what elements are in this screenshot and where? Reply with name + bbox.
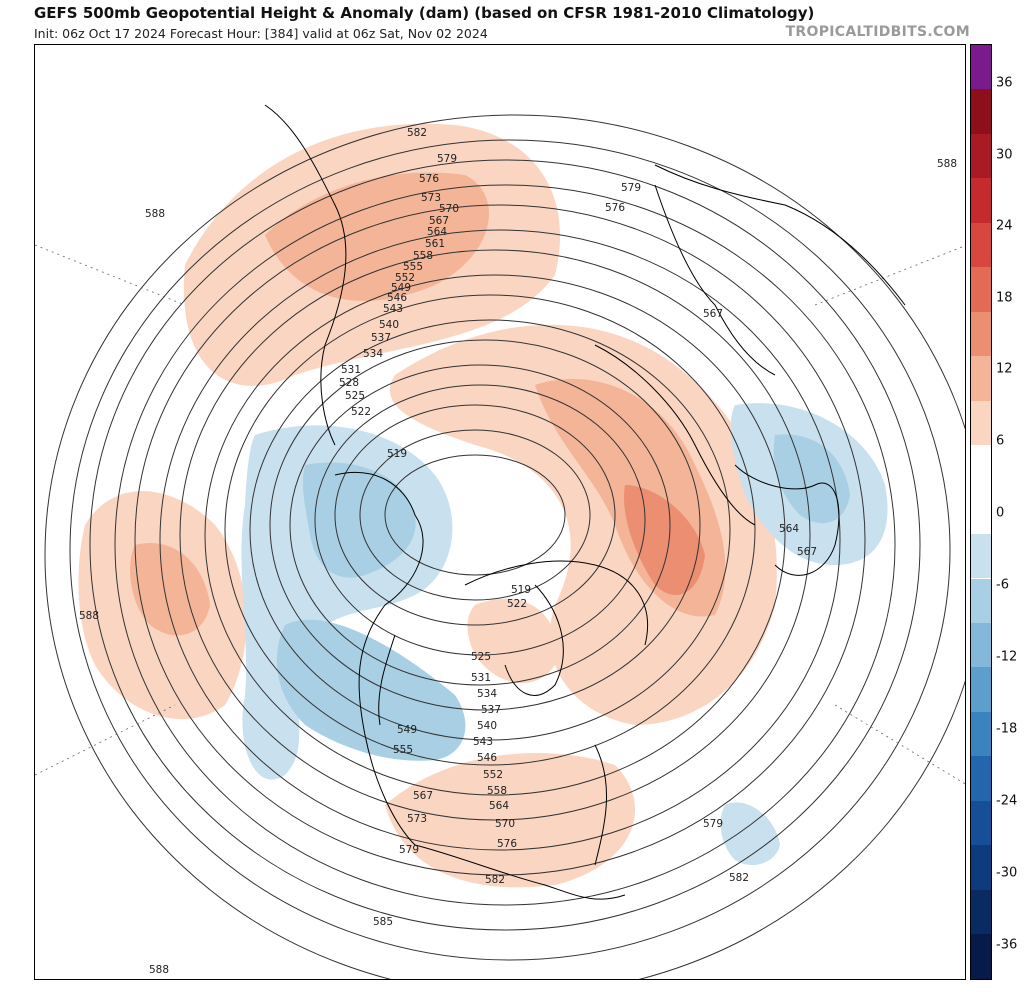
contour-label: 588 — [937, 158, 957, 170]
chart-title: GEFS 500mb Geopotential Height & Anomaly… — [34, 4, 815, 22]
colorbar-segment — [971, 667, 991, 712]
colorbar-segment — [971, 889, 991, 935]
contour-label: 540 — [379, 319, 399, 331]
contour-label: 588 — [79, 610, 99, 622]
colorbar-segment — [971, 445, 991, 535]
colorbar-segment — [971, 311, 991, 357]
contour-label: 579 — [399, 844, 419, 856]
contour-label: 531 — [471, 672, 491, 684]
contour-label: 531 — [341, 364, 361, 376]
chart-subtitle: Init: 06z Oct 17 2024 Forecast Hour: [38… — [34, 26, 488, 41]
contour-label: 525 — [471, 651, 491, 663]
colorbar-segment — [971, 622, 991, 668]
colorbar-tick: -30 — [996, 865, 1018, 881]
brand-watermark[interactable]: TROPICALTIDBITS.COM — [785, 24, 970, 40]
colorbar-segment — [971, 711, 991, 757]
contour-label: 582 — [729, 872, 749, 884]
contour-label: 564 — [779, 523, 799, 535]
contour-label: 552 — [483, 769, 503, 781]
contour-label: 582 — [485, 874, 505, 886]
colorbar-segment — [971, 356, 991, 401]
contour-label: 567 — [429, 215, 449, 227]
colorbar-tick: 12 — [996, 361, 1013, 377]
contour-label: 570 — [439, 203, 459, 215]
colorbar-tick: 18 — [996, 290, 1013, 306]
colorbar-tick: 24 — [996, 218, 1013, 234]
colorbar-segment — [971, 800, 991, 846]
colorbar-tick: 30 — [996, 147, 1013, 163]
contour-label: 579 — [621, 182, 641, 194]
contour-label: 546 — [387, 292, 407, 304]
colorbar-tick: -18 — [996, 721, 1018, 737]
contour-label: 546 — [477, 752, 497, 764]
contour-label: 519 — [511, 584, 531, 596]
contour-label: 525 — [345, 390, 365, 402]
colorbar-segment — [971, 534, 991, 579]
contour-label: 567 — [703, 308, 723, 320]
contour-label: 576 — [497, 838, 517, 850]
colorbar-segment — [971, 934, 991, 979]
contour-label: 519 — [387, 448, 407, 460]
contour-label: 537 — [481, 704, 501, 716]
colorbar-segment — [971, 267, 991, 312]
contour-label: 540 — [477, 720, 497, 732]
contour-label: 555 — [403, 261, 423, 273]
colorbar-tick: -12 — [996, 649, 1018, 665]
contour-label: 585 — [373, 916, 393, 928]
contour-label: 543 — [473, 736, 493, 748]
contour-label: 528 — [339, 377, 359, 389]
contour-label: 564 — [427, 226, 447, 238]
contour-label: 534 — [477, 688, 497, 700]
negative-anomaly-shading — [241, 403, 888, 865]
contour-label: 576 — [419, 173, 439, 185]
contour-label: 543 — [383, 303, 403, 315]
contour-label: 567 — [413, 790, 433, 802]
map-panel: 519 522 525 531 534 537 540 543 546 549 … — [34, 44, 966, 980]
contour-label: 567 — [797, 546, 817, 558]
coastlines — [264, 104, 906, 900]
colorbar-segment — [971, 178, 991, 223]
contour-label: 588 — [149, 964, 169, 976]
colorbar — [970, 44, 992, 980]
colorbar-segment — [971, 578, 991, 623]
contour-label: 579 — [703, 818, 723, 830]
contour-label: 579 — [437, 153, 457, 165]
contour-label: 588 — [145, 208, 165, 220]
colorbar-segment — [971, 222, 991, 268]
contour-label: 522 — [351, 406, 371, 418]
height-contours — [44, 114, 965, 979]
contour-labels: 519 522 525 531 534 537 540 543 546 549 … — [79, 127, 957, 976]
colorbar-segment — [971, 45, 991, 90]
colorbar-segment — [971, 400, 991, 446]
contour-label: 552 — [395, 272, 415, 284]
colorbar-segment — [971, 133, 991, 179]
contour-label: 549 — [397, 724, 417, 736]
colorbar-tick: 36 — [996, 75, 1013, 91]
colorbar-segment — [971, 89, 991, 134]
contour-label: 570 — [495, 818, 515, 830]
colorbar-tick: -6 — [996, 577, 1009, 593]
colorbar-tick: -24 — [996, 793, 1018, 809]
contour-label: 534 — [363, 348, 383, 360]
contour-label: 564 — [489, 800, 509, 812]
colorbar-tick: -36 — [996, 937, 1018, 953]
contour-label: 573 — [407, 813, 427, 825]
contour-label: 576 — [605, 202, 625, 214]
graticule — [35, 244, 965, 785]
colorbar-segment — [971, 845, 991, 890]
contour-label: 522 — [507, 598, 527, 610]
positive-anomaly-shading — [78, 123, 777, 888]
colorbar-tick: 6 — [996, 433, 1005, 449]
map-canvas: 519 522 525 531 534 537 540 543 546 549 … — [35, 104, 965, 979]
contour-label: 558 — [487, 785, 507, 797]
contour-label: 549 — [391, 282, 411, 294]
contour-label: 555 — [393, 744, 413, 756]
contour-label: 582 — [407, 127, 427, 139]
contour-label: 558 — [413, 250, 433, 262]
colorbar-tick: 0 — [996, 505, 1005, 521]
colorbar-segment — [971, 756, 991, 801]
contour-label: 573 — [421, 192, 441, 204]
contour-label: 561 — [425, 238, 445, 250]
contour-label: 537 — [371, 332, 391, 344]
